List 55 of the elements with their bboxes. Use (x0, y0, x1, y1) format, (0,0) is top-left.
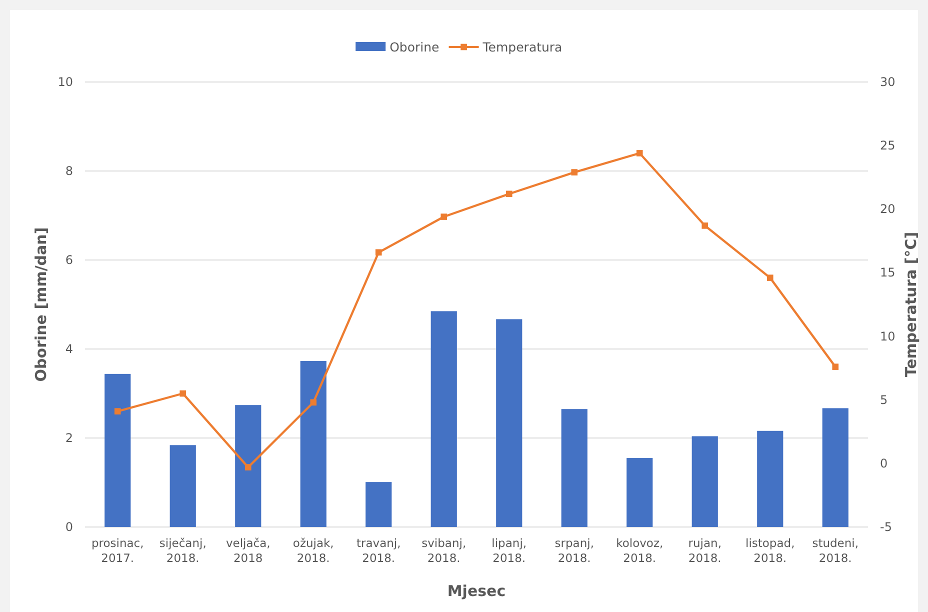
bar (822, 408, 848, 527)
x-axis-title: Mjesec (447, 582, 506, 600)
y2-tick-label: 10 (880, 329, 896, 344)
y-tick-label: 2 (65, 431, 73, 445)
bar (561, 409, 588, 527)
bar (366, 482, 392, 527)
bar (496, 319, 522, 527)
point (832, 364, 839, 370)
x-tick-label: svibanj, 2018. (422, 536, 466, 565)
x-tick-label: lipanj, 2018. (492, 536, 527, 565)
point (506, 190, 512, 198)
bar (104, 374, 131, 527)
y2-tick-label: 0 (880, 456, 888, 470)
bar (757, 430, 784, 527)
x-tick-label: veljača, 2018 (226, 536, 270, 565)
bar (170, 445, 196, 527)
y-tick-label: 10 (58, 75, 73, 89)
point (114, 408, 121, 414)
point (244, 464, 252, 470)
x-tick-label: studeni, 2018. (812, 536, 859, 565)
y2-tick-label: 30 (880, 75, 896, 89)
point (180, 390, 186, 397)
x-tick-label: siječanj, 2018. (159, 536, 206, 565)
point (310, 399, 317, 406)
y-axis-title: Oborine [mm/dan] (32, 227, 50, 382)
x-tick-label: ožujak, 2018. (292, 536, 334, 565)
x-tick-label: rujan, 2018. (688, 536, 722, 565)
point (440, 214, 448, 220)
bar (692, 436, 718, 527)
y-tick-label: 8 (65, 164, 73, 178)
point (571, 169, 578, 176)
x-tick-label: kolovoz, 2018. (616, 536, 664, 565)
y2-axis-title: Temperatura [°C] (902, 232, 920, 378)
y-tick-label: 6 (65, 253, 73, 267)
bar (430, 311, 457, 527)
bar (235, 405, 262, 527)
x-tick-label: listopad, 2018. (746, 536, 795, 565)
bar (300, 361, 326, 527)
point (375, 249, 382, 256)
y2-tick-label: -5 (880, 520, 892, 534)
y-tick-label: 4 (65, 342, 73, 356)
point (702, 222, 708, 229)
bar (626, 458, 653, 527)
x-tick-label: prosinac, 2017. (91, 536, 144, 565)
y2-tick-label: 5 (880, 392, 888, 407)
x-tick-label: travanj, 2018. (356, 536, 401, 565)
point (766, 274, 774, 281)
y2-tick-label: 25 (880, 138, 896, 153)
legend-label: Oborine (390, 40, 440, 54)
y2-tick-label: 15 (880, 266, 896, 280)
y2-tick-label: 20 (880, 202, 896, 216)
legend-label: Temperatura (482, 40, 562, 54)
y-tick-label: 0 (65, 520, 73, 534)
x-tick-label: srpanj, 2018. (554, 536, 594, 565)
point (636, 150, 643, 156)
